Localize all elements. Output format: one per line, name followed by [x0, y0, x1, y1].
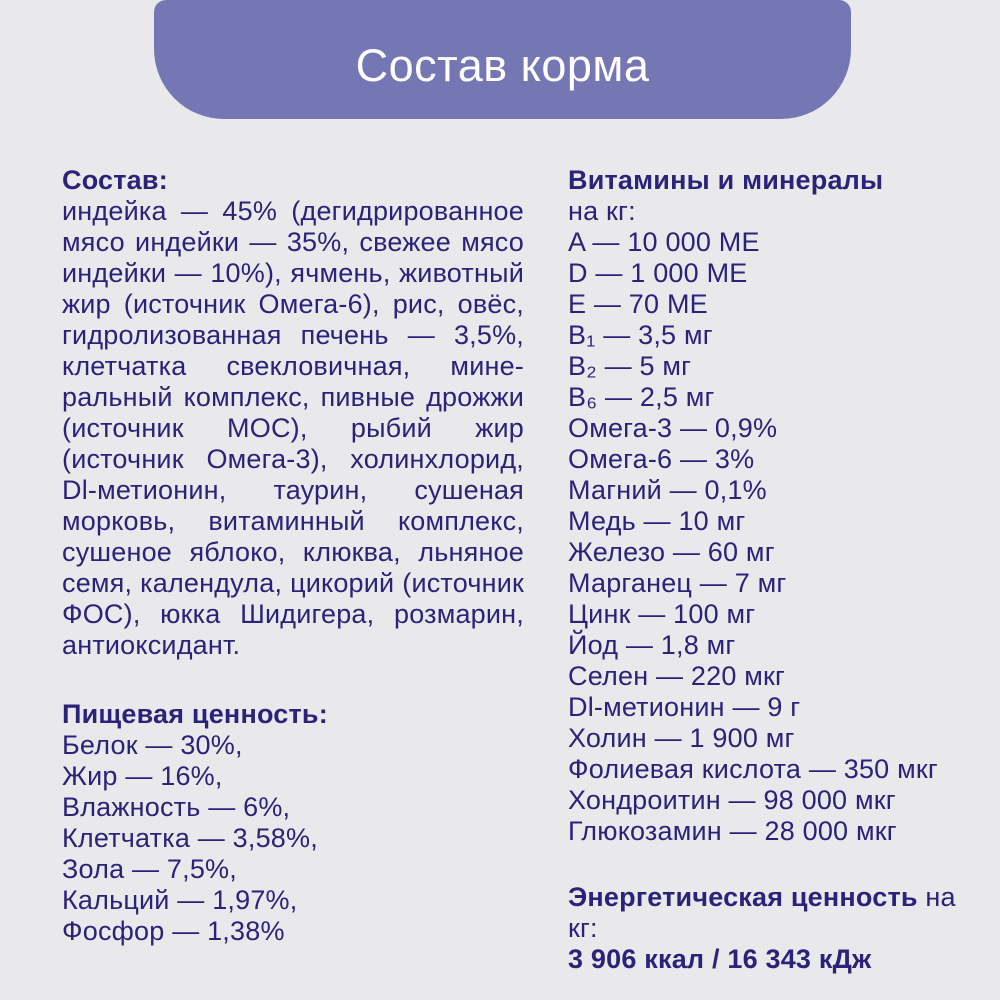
composition-line: сушеное яблоко, клюква, льняное: [62, 537, 524, 567]
nutrition-heading: Пищевая ценность:: [62, 699, 328, 729]
vitamin-line: Марганец — 7 мг: [568, 568, 787, 598]
composition-line: индейка — 45% (дегидрированное: [62, 196, 524, 226]
nutrition-line: Клетчатка — 3,58%,: [62, 823, 318, 853]
vitamin-line: Фолиевая кислота — 350 мкг: [568, 754, 938, 784]
energy-heading: Энергетическая ценность на кг:: [568, 882, 968, 944]
left-column: Состав: индейка — 45% (дегидрированное м…: [62, 165, 524, 947]
vitamin-line: B₁ — 3,5 мг: [568, 320, 713, 350]
vitamins-subheading: на кг:: [568, 196, 636, 226]
nutrition-line: Кальций — 1,97%,: [62, 885, 298, 915]
composition-line: Dl-метионин, таурин, сушеная: [62, 475, 524, 505]
composition-line: жир (источник Омега-6), рис, овёс,: [62, 289, 524, 319]
energy-section: Энергетическая ценность на кг: 3 906 кка…: [568, 882, 968, 975]
energy-value: 3 906 ккал / 16 343 кДж: [568, 944, 872, 974]
vitamin-line: Медь — 10 мг: [568, 506, 746, 536]
vitamin-line: Глюкозамин — 28 000 мкг: [568, 816, 897, 846]
vitamin-line: Омега-3 — 0,9%: [568, 413, 778, 443]
nutrition-line: Фосфор — 1,38%: [62, 916, 285, 946]
composition-line: ральный комплекс, пивные дрожжи: [62, 382, 524, 412]
composition-line: (источник Омега-3), холинхлорид,: [62, 444, 524, 474]
vitamin-line: D — 1 000 МЕ: [568, 258, 748, 288]
nutrition-line: Влажность — 6%,: [62, 792, 291, 822]
nutrition-line: Жир — 16%,: [62, 761, 223, 791]
vitamin-line: Цинк — 100 мг: [568, 599, 756, 629]
composition-line: клетчатка свекловичная, мине-: [62, 351, 524, 381]
energy-heading-bold: Энергетическая ценность: [568, 882, 918, 912]
vitamin-line: B₂ — 5 мг: [568, 351, 692, 381]
vitamin-line: Dl-метионин — 9 г: [568, 692, 801, 722]
composition-line: ФОС), юкка Шидигера, розмарин,: [62, 599, 524, 629]
nutrition-section: Пищевая ценность: Белок — 30%, Жир — 16%…: [62, 699, 524, 947]
vitamins-heading: Витамины и минералы: [568, 165, 884, 195]
vitamin-line: Омега-6 — 3%: [568, 444, 755, 474]
vitamin-line: Холин — 1 900 мг: [568, 723, 795, 753]
page-title: Состав корма: [355, 39, 650, 91]
vitamin-line: B₆ — 2,5 мг: [568, 382, 715, 412]
vitamin-line: Селен — 220 мкг: [568, 661, 786, 691]
vitamin-line: Йод — 1,8 мг: [568, 630, 736, 660]
composition-line: (источник МОС), рыбий жир: [62, 413, 524, 443]
vitamin-line: Железо — 60 мг: [568, 537, 775, 567]
composition-line: морковь, витаминный комплекс,: [62, 506, 524, 536]
vitamin-line: A — 10 000 МЕ: [568, 227, 760, 257]
composition-section: Состав: индейка — 45% (дегидрированное м…: [62, 165, 524, 661]
right-column: Витамины и минералы на кг: A — 10 000 МЕ…: [568, 165, 968, 975]
energy-heading-units: на кг:: [568, 882, 956, 943]
vitamins-section: Витамины и минералы на кг: A — 10 000 МЕ…: [568, 165, 968, 847]
composition-line: антиоксидант.: [62, 630, 241, 660]
vitamin-line: Магний — 0,1%: [568, 475, 767, 505]
composition-heading: Состав:: [62, 165, 168, 195]
composition-line: мясо индейки — 35%, свежее мясо: [62, 227, 524, 257]
nutrition-line: Белок — 30%,: [62, 730, 243, 760]
composition-line: индейки — 10%), ячмень, животный: [62, 258, 524, 288]
composition-line: гидролизованная печень — 3,5%,: [62, 320, 524, 350]
nutrition-line: Зола — 7,5%,: [62, 854, 237, 884]
composition-line: семя, календула, цикорий (источник: [62, 568, 524, 598]
vitamin-line: E — 70 МЕ: [568, 289, 708, 319]
vitamin-line: Хондроитин — 98 000 мкг: [568, 785, 896, 815]
title-banner: Состав корма: [154, 0, 851, 119]
